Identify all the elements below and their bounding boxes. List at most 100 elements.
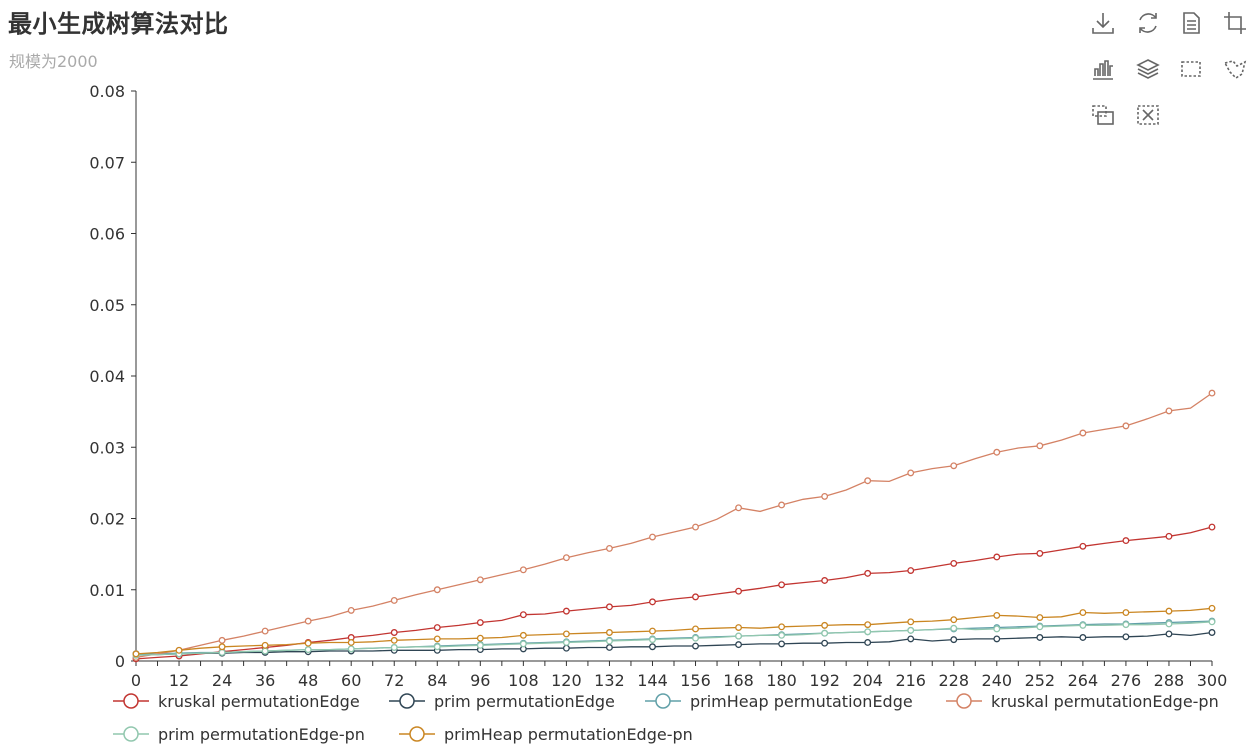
data-point[interactable]: [692, 625, 699, 633]
data-point[interactable]: [692, 634, 699, 642]
data-point[interactable]: [821, 577, 829, 584]
crop-icon[interactable]: [1220, 8, 1250, 38]
data-point[interactable]: [907, 469, 915, 477]
brush-rect-icon[interactable]: [1176, 54, 1206, 84]
data-point[interactable]: [649, 533, 656, 541]
data-point[interactable]: [218, 636, 226, 644]
data-point[interactable]: [1208, 389, 1216, 397]
data-point[interactable]: [1036, 623, 1044, 631]
data-point[interactable]: [864, 569, 872, 577]
brush-keep-icon[interactable]: [1088, 100, 1118, 130]
data-point[interactable]: [519, 611, 527, 619]
brush-clear-icon[interactable]: [1133, 100, 1163, 130]
legend-item[interactable]: primHeap permutationEdge: [645, 692, 913, 711]
stack-icon[interactable]: [1133, 54, 1163, 84]
data-point[interactable]: [993, 625, 1001, 633]
bar-chart-icon[interactable]: [1088, 54, 1118, 84]
data-point[interactable]: [562, 639, 570, 646]
data-point[interactable]: [605, 603, 613, 611]
legend-item[interactable]: prim permutationEdge: [389, 692, 615, 711]
data-point[interactable]: [1165, 630, 1173, 638]
data-point[interactable]: [1208, 629, 1216, 636]
data-point[interactable]: [1122, 537, 1130, 545]
restore-icon[interactable]: [1133, 8, 1163, 38]
data-point[interactable]: [132, 650, 140, 658]
data-point[interactable]: [433, 635, 441, 643]
data-point[interactable]: [433, 624, 441, 631]
data-point[interactable]: [735, 632, 743, 640]
data-point[interactable]: [218, 643, 226, 651]
data-point[interactable]: [1122, 633, 1130, 641]
data-point[interactable]: [605, 544, 613, 552]
data-view-icon[interactable]: [1176, 8, 1206, 38]
data-point[interactable]: [649, 643, 656, 651]
data-point[interactable]: [735, 641, 743, 649]
data-point[interactable]: [347, 639, 355, 646]
data-point[interactable]: [1036, 614, 1044, 621]
data-point[interactable]: [1036, 549, 1044, 557]
legend-item[interactable]: kruskal permutationEdge: [113, 692, 360, 711]
data-point[interactable]: [390, 629, 398, 636]
data-point[interactable]: [476, 634, 484, 642]
data-point[interactable]: [778, 581, 786, 589]
data-point[interactable]: [692, 523, 699, 531]
data-point[interactable]: [821, 492, 829, 500]
data-point[interactable]: [261, 641, 269, 649]
data-point[interactable]: [562, 630, 570, 638]
data-point[interactable]: [347, 645, 355, 653]
data-point[interactable]: [519, 640, 527, 648]
data-point[interactable]: [605, 644, 613, 651]
data-point[interactable]: [605, 629, 613, 636]
data-point[interactable]: [390, 596, 398, 604]
data-point[interactable]: [993, 611, 1001, 619]
data-point[interactable]: [1122, 609, 1130, 616]
data-point[interactable]: [950, 559, 958, 567]
legend-item[interactable]: prim permutationEdge-pn: [113, 725, 365, 744]
data-point[interactable]: [304, 646, 312, 654]
data-point[interactable]: [950, 636, 958, 644]
data-point[interactable]: [1079, 542, 1087, 550]
data-point[interactable]: [821, 621, 829, 629]
data-point[interactable]: [175, 646, 183, 654]
data-point[interactable]: [1079, 429, 1087, 437]
data-point[interactable]: [1165, 532, 1173, 540]
data-point[interactable]: [1122, 621, 1130, 629]
data-point[interactable]: [304, 639, 312, 647]
data-point[interactable]: [993, 448, 1001, 456]
data-point[interactable]: [692, 642, 699, 650]
data-point[interactable]: [347, 606, 355, 614]
data-point[interactable]: [1036, 634, 1044, 641]
data-point[interactable]: [1079, 609, 1087, 616]
data-point[interactable]: [649, 627, 656, 635]
data-point[interactable]: [649, 636, 656, 644]
data-point[interactable]: [605, 637, 613, 645]
data-point[interactable]: [907, 626, 915, 634]
legend-item[interactable]: kruskal permutationEdge-pn: [946, 692, 1219, 711]
data-point[interactable]: [735, 504, 743, 512]
data-point[interactable]: [735, 587, 743, 595]
data-point[interactable]: [778, 501, 786, 509]
data-point[interactable]: [433, 643, 441, 651]
data-point[interactable]: [562, 554, 570, 562]
data-point[interactable]: [1165, 407, 1173, 415]
data-point[interactable]: [476, 619, 484, 626]
data-point[interactable]: [1036, 442, 1044, 450]
data-point[interactable]: [390, 636, 398, 644]
data-point[interactable]: [304, 617, 312, 625]
data-point[interactable]: [261, 647, 269, 655]
data-point[interactable]: [950, 462, 958, 470]
data-point[interactable]: [1165, 607, 1173, 615]
data-point[interactable]: [950, 616, 958, 624]
download-icon[interactable]: [1088, 8, 1118, 38]
data-point[interactable]: [476, 576, 484, 584]
data-point[interactable]: [1122, 422, 1130, 430]
data-point[interactable]: [218, 649, 226, 656]
data-point[interactable]: [821, 639, 829, 647]
data-point[interactable]: [1208, 618, 1216, 626]
data-point[interactable]: [1079, 634, 1087, 641]
data-point[interactable]: [1208, 523, 1216, 531]
data-point[interactable]: [864, 477, 872, 485]
data-point[interactable]: [390, 644, 398, 651]
data-point[interactable]: [519, 631, 527, 639]
data-point[interactable]: [864, 628, 872, 636]
